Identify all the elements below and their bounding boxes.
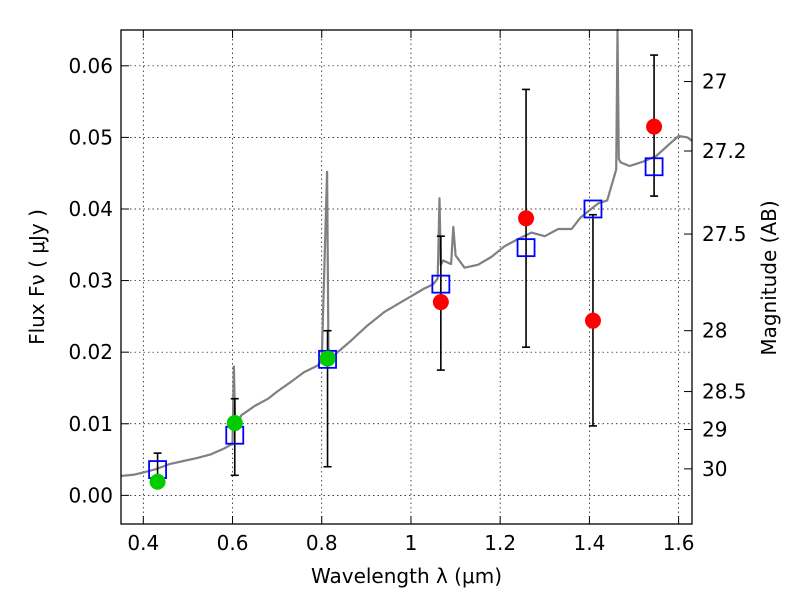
y-tick-label: 0.02 — [68, 340, 113, 364]
y-tick-label: 0.01 — [68, 412, 113, 436]
observed-circle-marker — [584, 312, 601, 329]
model-square-marker — [516, 238, 536, 258]
y-tick-label: 0.06 — [68, 54, 113, 78]
spectrum-line — [120, 28, 693, 478]
magnitude-tick-label: 29 — [702, 417, 727, 441]
model-square-marker — [644, 157, 664, 177]
observed-circle-marker — [518, 210, 535, 227]
observed-circle-marker — [646, 118, 663, 135]
grid-lines — [121, 30, 692, 524]
magnitude-tick-label: 27 — [702, 70, 727, 94]
y-tick-label: 0.03 — [68, 269, 113, 293]
magnitude-axis-label: Magnitude (AB) — [757, 200, 781, 355]
observed-circle-marker — [226, 415, 243, 432]
x-tick-label: 0.4 — [127, 531, 159, 555]
magnitude-tick-label: 27.2 — [702, 139, 747, 163]
x-tick-label: 0.8 — [306, 531, 338, 555]
x-tick-label: 1.4 — [573, 531, 605, 555]
x-tick-label: 0.6 — [217, 531, 249, 555]
magnitude-tick-label: 28 — [702, 319, 727, 343]
y-tick-label: 0.00 — [68, 483, 113, 507]
model-square-marker — [431, 274, 451, 294]
x-tick-label: 1.2 — [484, 531, 516, 555]
magnitude-tick-label: 28.5 — [702, 380, 747, 404]
observed-circle-marker — [432, 294, 449, 311]
y-axis-label: Flux Fν ( μJy ) — [25, 209, 49, 345]
plot-frame — [120, 29, 693, 525]
magnitude-tick-label: 30 — [702, 457, 727, 481]
observed-circle-marker — [319, 350, 336, 367]
markers-layer — [148, 118, 664, 490]
x-axis-label: Wavelength λ (μm) — [311, 564, 502, 588]
magnitude-tick-label: 27.5 — [702, 222, 747, 246]
observed-circle-marker — [149, 473, 166, 490]
y-tick-label: 0.05 — [68, 125, 113, 149]
y-tick-label: 0.04 — [68, 197, 113, 221]
ticks-layer: 0.4 0.6 0.8 1 1.2 1.4 1.6 0.00 0.01 0.02 0.03 0.04 0… — [68, 30, 747, 555]
model-square-marker — [583, 199, 603, 219]
x-tick-label: 1.6 — [663, 531, 695, 555]
x-tick-label: 1 — [405, 531, 418, 555]
spectrum-layer — [120, 28, 693, 478]
